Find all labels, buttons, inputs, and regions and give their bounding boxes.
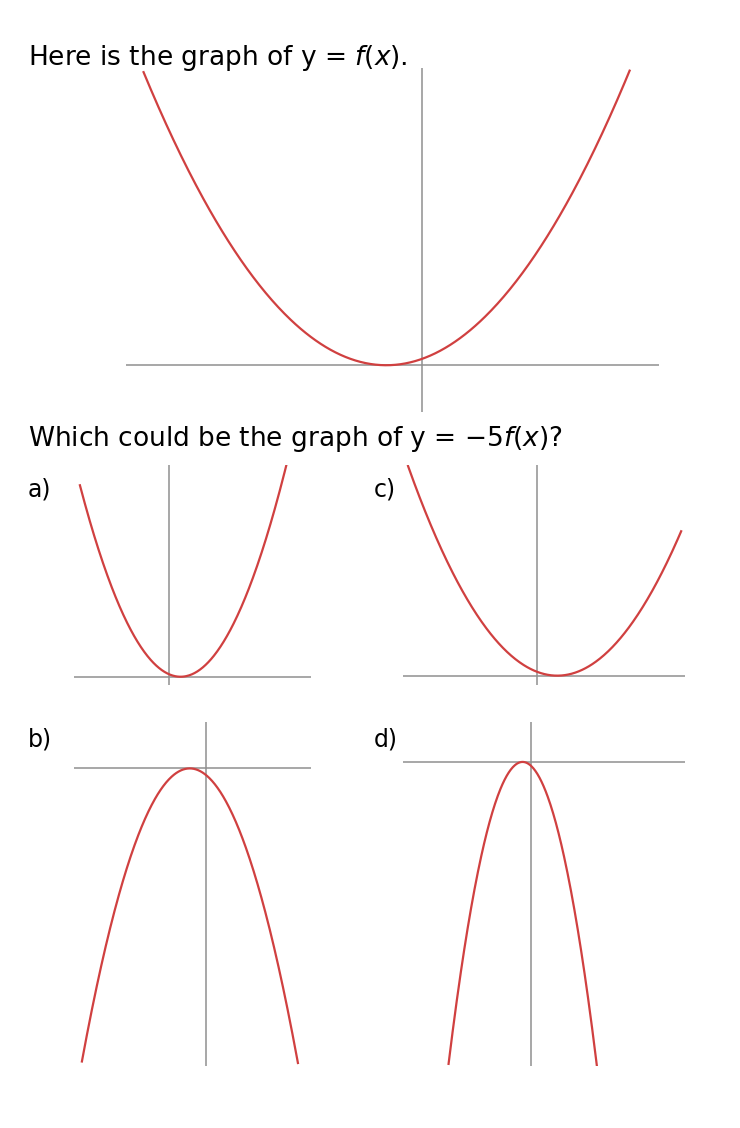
Text: a): a) — [28, 477, 52, 501]
Text: Which could be the graph of y = $-5f(x)$?: Which could be the graph of y = $-5f(x)$… — [28, 424, 563, 455]
Text: Here is the graph of y = $f(x)$.: Here is the graph of y = $f(x)$. — [28, 43, 408, 73]
Text: b): b) — [28, 728, 53, 751]
Text: d): d) — [374, 728, 397, 751]
Text: c): c) — [374, 477, 396, 501]
